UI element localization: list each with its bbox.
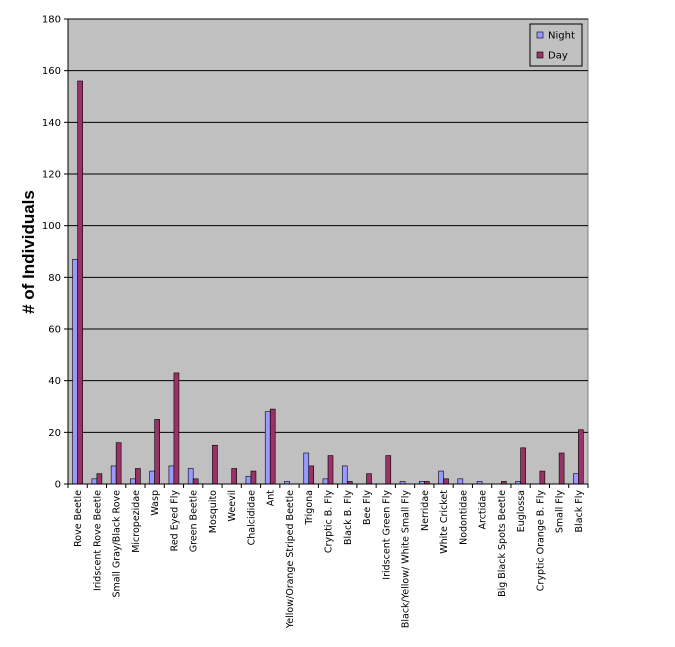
y-tick-label: 140 xyxy=(42,118,61,129)
bar-day xyxy=(192,478,199,485)
x-tick-label: Trigona xyxy=(304,490,315,526)
y-tick-label: 20 xyxy=(48,428,61,439)
bar-night xyxy=(130,478,136,485)
bar-day xyxy=(308,465,315,485)
bar-day xyxy=(154,419,160,485)
x-tick-label: Cryptic Orange B. Fly xyxy=(535,490,546,592)
gridlines xyxy=(68,18,588,433)
axes xyxy=(67,19,589,488)
bar-night xyxy=(322,478,329,485)
bar-day xyxy=(135,468,141,485)
bar-day xyxy=(173,372,180,485)
bar-day xyxy=(212,444,218,485)
x-tick-label: Micropezidae xyxy=(131,490,142,553)
x-tick-label: Iridscent Rove Beetle xyxy=(92,490,103,591)
x-tick-label: White Cricket xyxy=(439,490,450,554)
x-tick-label: Bee Fly xyxy=(362,490,373,525)
bar-day xyxy=(578,429,584,485)
bar-night xyxy=(187,468,194,485)
bar-night xyxy=(438,470,444,485)
x-tick-label: Green Beetle xyxy=(189,490,200,552)
bar-day xyxy=(366,473,372,485)
y-axis-title: # of Individuals xyxy=(19,190,38,314)
x-tick-label: Euglossa xyxy=(516,490,527,532)
bar-day xyxy=(539,470,546,485)
bar-day xyxy=(327,455,334,485)
legend-swatch-night xyxy=(536,31,544,39)
x-tick-label: Black Fly xyxy=(574,490,585,533)
legend-label-day: Day xyxy=(548,51,568,62)
bar-night xyxy=(303,452,310,485)
x-tick-label: Black/Yellow/ White Small Fly xyxy=(401,490,412,629)
plot-area xyxy=(67,18,589,485)
bar-day xyxy=(269,408,276,485)
x-tick-labels: Rove Beetle Iridscent Rove Beetle Small Gr… xyxy=(73,490,585,630)
x-tick-label: Small Gray/Black Rove xyxy=(112,490,123,598)
bar-day xyxy=(520,447,526,485)
y-tick-label: 100 xyxy=(42,221,61,232)
x-tick-label: Mosquito xyxy=(208,490,219,533)
bar-night xyxy=(245,475,252,485)
bar-night xyxy=(149,470,155,485)
legend: Night Day xyxy=(529,23,583,67)
x-tick-label: Small Fly xyxy=(555,490,566,534)
y-tick-label: 180 xyxy=(42,15,61,26)
bar-day xyxy=(231,468,238,485)
y-tick-labels: 0 20 40 60 80 100 120 140 160 180 xyxy=(42,15,68,491)
x-tick-label: Weevil xyxy=(227,490,238,521)
x-tick-label: Cryptic B. Fly xyxy=(324,490,335,553)
bar-night xyxy=(264,411,271,485)
x-tick-label: Chalcididae xyxy=(246,490,257,545)
bar-night xyxy=(573,473,579,485)
bar-night xyxy=(168,465,175,485)
x-tick-label: Nodontidae xyxy=(458,490,469,545)
bar-day xyxy=(96,473,103,485)
x-tick-label: Red Eyed Fly xyxy=(169,490,180,552)
bar-night xyxy=(72,258,78,485)
bar-day xyxy=(443,478,449,485)
bar-night xyxy=(341,465,348,485)
x-tick-label: Big Black Spots Beetle xyxy=(497,490,508,597)
bar-day xyxy=(385,455,392,485)
legend-box xyxy=(529,23,583,67)
y-tick-label: 80 xyxy=(48,273,61,284)
x-tick-label: Ant xyxy=(266,490,277,507)
x-tick-label: Iridscent Green Fly xyxy=(381,490,392,580)
x-tick-label: Arctidae xyxy=(478,490,489,530)
bar-night xyxy=(457,478,464,485)
y-tick-label: 0 xyxy=(55,480,61,491)
x-tick-label: Yellow/Orange Striped Beetle xyxy=(285,490,296,629)
bars xyxy=(72,80,584,485)
bar-night xyxy=(91,478,98,485)
x-tick-label: Wasp xyxy=(150,490,161,516)
y-tick-label: 120 xyxy=(42,170,61,181)
bar-day xyxy=(115,442,122,485)
y-tick-label: 60 xyxy=(48,325,61,336)
y-tick-label: 40 xyxy=(48,376,61,387)
x-tick-label: Rove Beetle xyxy=(73,490,84,547)
bar-day xyxy=(77,80,83,485)
x-tick-label: Black B. Fly xyxy=(343,490,354,545)
bar-night xyxy=(110,465,117,485)
x-tick-label: Nerridae xyxy=(420,490,431,531)
legend-swatch-day xyxy=(536,51,544,59)
y-tick-label: 160 xyxy=(42,66,61,77)
legend-label-night: Night xyxy=(548,31,575,42)
bar-day xyxy=(558,452,565,485)
bar-day xyxy=(250,470,257,485)
